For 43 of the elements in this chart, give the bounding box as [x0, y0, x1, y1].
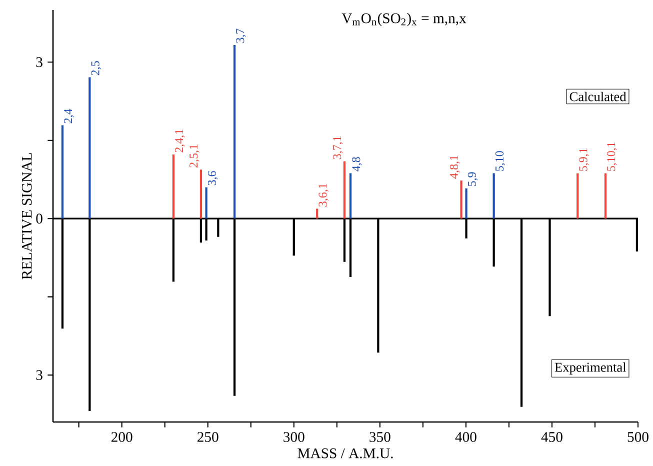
- x-tick-label: 400: [455, 432, 476, 442]
- annotation: 2,5: [91, 61, 102, 76]
- annotation: 3,6,1: [318, 184, 328, 207]
- x-tick-label: 250: [198, 432, 218, 442]
- annotation: 3,6: [208, 171, 218, 186]
- annotation: Calculated: [570, 92, 626, 102]
- x-tick-label: 450: [541, 432, 562, 442]
- bar: [349, 173, 352, 219]
- annotation: 4,8,1: [450, 156, 460, 179]
- bar: [172, 154, 175, 219]
- x-axis-title: MASS / A.M.U.: [298, 448, 393, 458]
- bar: [233, 44, 236, 219]
- annotation: 5,9,1: [579, 148, 589, 171]
- bar: [61, 125, 64, 219]
- annotation: 2,4,1: [175, 130, 185, 152]
- bar: [316, 208, 318, 219]
- annotation: 3,7,1: [333, 136, 343, 160]
- annotation: 5,9: [468, 172, 478, 186]
- annotation: 3,7: [236, 28, 246, 43]
- bar: [200, 170, 202, 219]
- annotation: 5,10: [495, 151, 506, 171]
- bar: [343, 161, 346, 219]
- bar: [460, 180, 462, 219]
- bar: [88, 77, 91, 219]
- bar: [604, 173, 607, 219]
- bar: [205, 187, 208, 219]
- x-tick-label: 350: [370, 432, 390, 442]
- y-tick-label: 3: [36, 57, 42, 68]
- annotation: 2,5,1: [190, 144, 200, 168]
- annotation: 5,10,1: [607, 142, 617, 171]
- x-tick-label: 300: [284, 432, 304, 442]
- bar: [465, 188, 468, 219]
- x-tick-label: 200: [111, 432, 132, 442]
- y-tick-label: 0: [36, 214, 42, 224]
- annotation: Experimental: [554, 362, 626, 374]
- bar: [492, 173, 495, 219]
- annotation: 4,8: [352, 157, 362, 172]
- y-tick-label: 3: [36, 370, 42, 380]
- chart-title: V$_{m}$O$_{n}$(SO$_{2}$)$_{x}$ = m,n,x: [342, 12, 466, 26]
- x-tick-label: 500: [628, 432, 648, 442]
- annotation: 2,4: [64, 108, 74, 124]
- y-axis-title: RELATIVE SIGNAL: [22, 153, 32, 280]
- bar: [576, 173, 579, 219]
